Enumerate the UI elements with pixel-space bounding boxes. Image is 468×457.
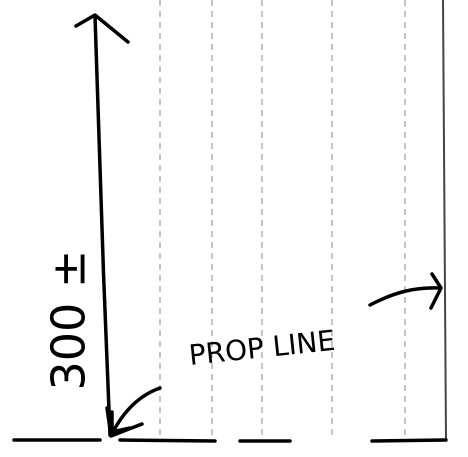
property-line (442, 0, 447, 441)
pointer-arrow-head (429, 272, 443, 310)
label-arrow (112, 386, 162, 432)
dimension-label: 300 ± (42, 250, 96, 391)
guide-lines (159, 0, 447, 441)
ground-segment (370, 438, 448, 443)
label-arrow-head (110, 410, 132, 434)
arrow-head (74, 13, 130, 44)
arrow-shaft (93, 14, 112, 437)
ground-segments (12, 438, 448, 443)
ground-segment (118, 438, 217, 443)
pointer-arrow (368, 286, 442, 307)
